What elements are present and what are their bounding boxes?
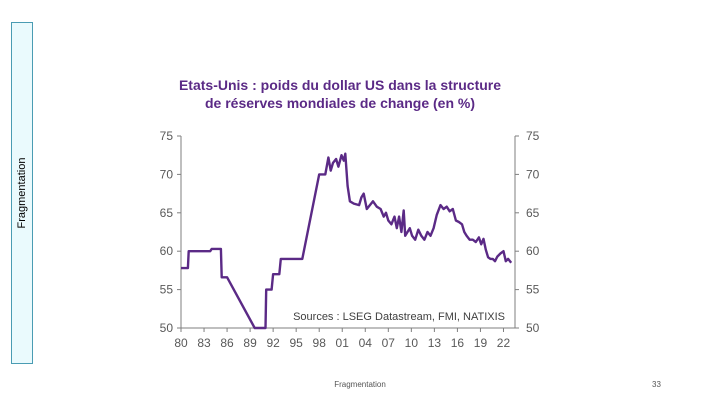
x-tick-label: 04: [359, 336, 373, 350]
y-tick-label-right: 60: [526, 244, 540, 258]
chart-title-line-2: de réserves mondiales de change (en %): [205, 95, 475, 111]
x-tick-label: 86: [220, 336, 234, 350]
y-tick-label-left: 75: [160, 129, 174, 143]
y-tick-label-right: 55: [526, 283, 540, 297]
y-tick-label-right: 50: [526, 321, 540, 335]
x-tick-label: 92: [266, 336, 280, 350]
y-tick-label-left: 65: [160, 206, 174, 220]
x-tick-label: 10: [405, 336, 419, 350]
side-tab: Fragmentation: [11, 22, 33, 364]
y-tick-label-left: 70: [160, 167, 174, 181]
x-tick-label: 98: [313, 336, 327, 350]
y-tick-label-left: 60: [160, 244, 174, 258]
y-tick-label-left: 55: [160, 283, 174, 297]
y-tick-label-left: 50: [160, 321, 174, 335]
chart-title-line-1: Etats-Unis : poids du dollar US dans la …: [178, 77, 502, 93]
y-tick-label-right: 75: [526, 129, 540, 143]
x-tick-label: 01: [336, 336, 350, 350]
chart-title: Etats-Unis : poids du dollar US dans la …: [150, 76, 530, 112]
x-tick-label: 22: [497, 336, 511, 350]
x-tick-label: 80: [174, 336, 188, 350]
x-tick-label: 95: [289, 336, 303, 350]
source-note: Sources : LSEG Datastream, FMI, NATIXIS: [293, 311, 505, 323]
x-tick-label: 13: [428, 336, 442, 350]
x-tick-label: 19: [474, 336, 488, 350]
footer-text: Fragmentation: [334, 380, 386, 389]
page-number: 33: [652, 380, 661, 389]
y-tick-label-right: 70: [526, 167, 540, 181]
x-tick-label: 83: [197, 336, 211, 350]
x-tick-label: 07: [382, 336, 396, 350]
x-tick-label: 16: [451, 336, 465, 350]
y-tick-label-right: 65: [526, 206, 540, 220]
series-line: [181, 152, 513, 330]
x-tick-label: 89: [243, 336, 257, 350]
